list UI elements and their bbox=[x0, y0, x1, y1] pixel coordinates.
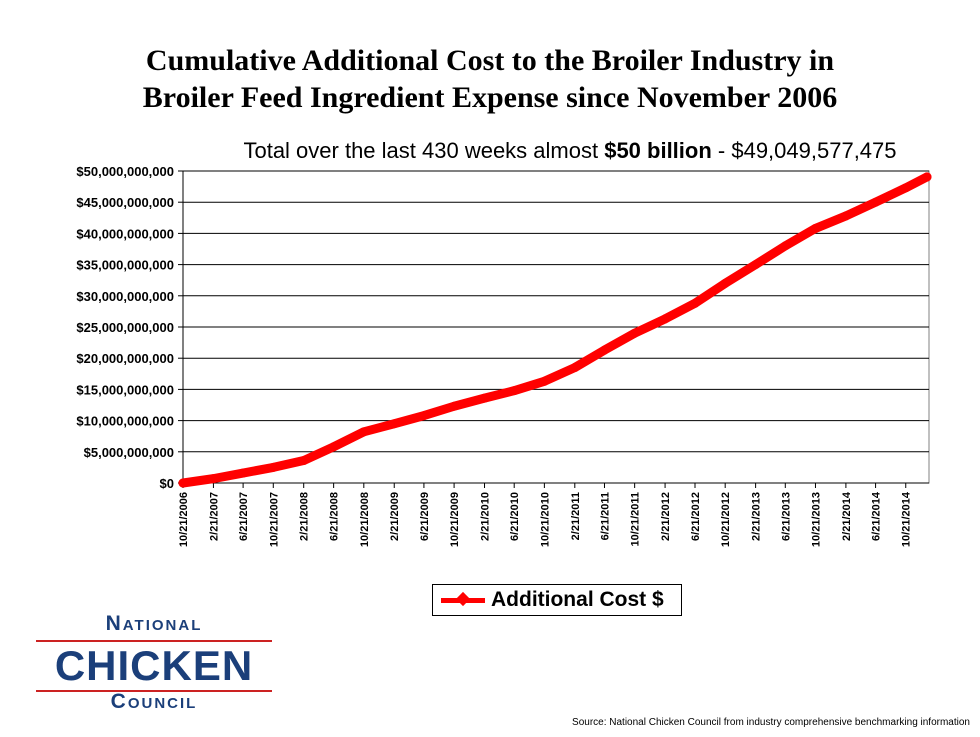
legend: Additional Cost $ bbox=[432, 584, 682, 616]
chart-title-line-1: Cumulative Additional Cost to the Broile… bbox=[145, 44, 835, 77]
x-tick-label: 2/21/2010 bbox=[480, 492, 492, 541]
x-tick-label: 10/21/2007 bbox=[268, 492, 280, 547]
data-point bbox=[419, 411, 429, 421]
y-tick-label: $35,000,000,000 bbox=[76, 258, 174, 273]
data-point bbox=[329, 442, 339, 452]
y-tick-label: $15,000,000,000 bbox=[76, 382, 174, 397]
x-tick-label: 6/21/2010 bbox=[509, 492, 521, 541]
data-point bbox=[570, 363, 580, 373]
data-point bbox=[178, 478, 188, 488]
logo-text-bottom: Council bbox=[110, 690, 198, 713]
x-tick-label: 10/21/2012 bbox=[720, 492, 732, 547]
y-tick-label: $30,000,000,000 bbox=[76, 289, 174, 304]
data-point bbox=[268, 462, 278, 472]
x-tick-label: 6/21/2008 bbox=[329, 492, 341, 541]
chart-subtitle: Total over the last 430 weeks almost $50… bbox=[200, 138, 940, 164]
x-axis-ticks: 10/21/2006 2/21/2007 6/21/2007 10/21/2007 2/… bbox=[178, 482, 929, 547]
data-point bbox=[630, 328, 640, 338]
subtitle-prefix: Total over the last 430 weeks almost bbox=[243, 138, 605, 163]
x-tick-label: 6/21/2011 bbox=[599, 492, 611, 540]
y-tick-label: $10,000,000,000 bbox=[76, 414, 174, 429]
data-point bbox=[751, 260, 761, 270]
data-point bbox=[509, 386, 519, 396]
x-tick-label: 6/21/2007 bbox=[238, 492, 250, 541]
y-tick-label: $20,000,000,000 bbox=[76, 351, 174, 366]
x-tick-label: 2/21/2014 bbox=[841, 491, 853, 541]
data-point bbox=[449, 401, 459, 411]
x-tick-label: 2/21/2011 bbox=[570, 492, 582, 540]
data-point bbox=[299, 456, 309, 466]
x-tick-label: 10/21/2013 bbox=[810, 492, 822, 547]
x-tick-label: 10/21/2014 bbox=[901, 491, 913, 547]
x-tick-label: 6/21/2014 bbox=[871, 491, 883, 541]
data-point bbox=[539, 376, 549, 386]
y-tick-label: $0 bbox=[160, 476, 174, 491]
x-tick-label: 2/21/2012 bbox=[660, 492, 672, 541]
data-point bbox=[841, 211, 851, 221]
x-tick-label: 2/21/2007 bbox=[208, 492, 220, 541]
data-point bbox=[599, 345, 609, 355]
data-point bbox=[480, 393, 490, 403]
y-tick-label: $25,000,000,000 bbox=[76, 320, 174, 335]
source-note: Source: National Chicken Council from in… bbox=[572, 717, 970, 728]
data-point bbox=[720, 278, 730, 288]
data-point bbox=[690, 298, 700, 308]
x-tick-label: 10/21/2008 bbox=[359, 492, 371, 547]
data-point bbox=[660, 314, 670, 324]
subtitle-suffix: - $49,049,577,475 bbox=[711, 138, 897, 163]
data-point bbox=[389, 419, 399, 429]
logo-text-middle: CHICKEN bbox=[36, 640, 272, 692]
x-tick-label: 6/21/2012 bbox=[690, 492, 702, 541]
national-chicken-council-logo: National CHICKEN Council bbox=[36, 612, 272, 713]
x-tick-label: 10/21/2009 bbox=[449, 492, 461, 547]
grid-lines bbox=[182, 170, 930, 484]
series-line bbox=[178, 172, 932, 488]
x-tick-label: 2/21/2008 bbox=[299, 492, 311, 541]
x-tick-label: 2/21/2013 bbox=[751, 492, 763, 541]
data-point bbox=[359, 427, 369, 437]
chart-title-line-2: Broiler Feed Ingredient Expense since No… bbox=[142, 81, 838, 114]
logo-text-top: National bbox=[105, 612, 203, 635]
legend-swatch bbox=[441, 590, 485, 610]
x-tick-label: 10/21/2010 bbox=[539, 492, 551, 547]
y-tick-label: $5,000,000,000 bbox=[84, 445, 174, 460]
data-point bbox=[238, 468, 248, 478]
chart-title: Cumulative Additional Cost to the Broile… bbox=[0, 42, 980, 116]
data-point bbox=[871, 197, 881, 207]
data-point bbox=[922, 172, 932, 182]
x-tick-label: 10/21/2011 bbox=[630, 492, 642, 546]
y-tick-label: $50,000,000,000 bbox=[76, 164, 174, 179]
x-tick-label: 2/21/2009 bbox=[389, 492, 401, 541]
series-layer bbox=[178, 172, 932, 488]
legend-label: Additional Cost $ bbox=[491, 588, 664, 611]
x-tick-label: 6/21/2013 bbox=[780, 492, 792, 541]
y-tick-label: $45,000,000,000 bbox=[76, 195, 174, 210]
y-axis-ticks: $0 $5,000,000,000 $10,000,000,000 $15,000,0… bbox=[76, 164, 184, 491]
y-tick-label: $40,000,000,000 bbox=[76, 226, 174, 241]
data-point bbox=[901, 183, 911, 193]
subtitle-bold: $50 billion bbox=[604, 138, 712, 163]
data-point bbox=[780, 241, 790, 251]
data-point bbox=[810, 223, 820, 233]
data-point bbox=[208, 474, 218, 484]
x-tick-label: 10/21/2006 bbox=[178, 492, 190, 547]
x-tick-label: 6/21/2009 bbox=[419, 492, 431, 541]
legend-diamond-marker bbox=[455, 591, 471, 607]
